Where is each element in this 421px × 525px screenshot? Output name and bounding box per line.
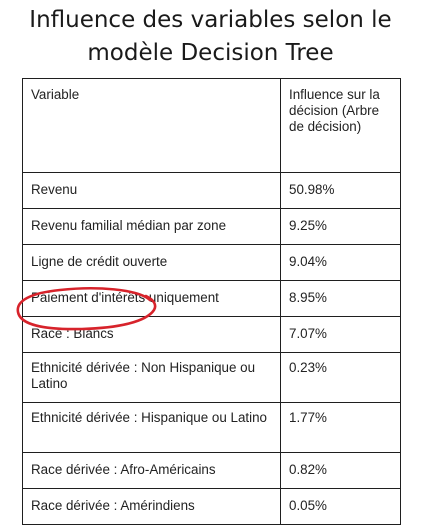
cell-influence: 0.82% (280, 452, 401, 489)
cell-variable: Ethnicité dérivée : Non Hispanique ou La… (22, 352, 281, 403)
cell-influence: 1.77% (280, 402, 401, 453)
table-row: Revenu familial médian par zone 9.25% (22, 208, 401, 245)
influence-table: Variable Influence sur la décision (Arbr… (22, 78, 401, 525)
title-line-2: modèle Decision Tree (87, 40, 334, 66)
table-header-row: Variable Influence sur la décision (Arbr… (22, 78, 401, 173)
cell-influence: 8.95% (280, 280, 401, 317)
cell-influence: 9.04% (280, 244, 401, 281)
cell-variable: Revenu (22, 172, 281, 209)
cell-variable: Revenu familial médian par zone (22, 208, 281, 245)
table-row: Ligne de crédit ouverte 9.04% (22, 244, 401, 281)
cell-influence: 0.23% (280, 352, 401, 403)
page-title: Influence des variables selon le modèle … (0, 4, 421, 70)
cell-variable: Paiement d'intérêts uniquement (22, 280, 281, 317)
table-row-highlighted: Race : Blancs 7.07% (22, 316, 401, 353)
cell-influence: 9.25% (280, 208, 401, 245)
cell-variable: Race dérivée : Amérindiens (22, 488, 281, 525)
cell-variable: Race dérivée : Afro-Américains (22, 452, 281, 489)
table-row: Race dérivée : Amérindiens 0.05% (22, 488, 401, 525)
cell-influence: 50.98% (280, 172, 401, 209)
cell-variable: Ethnicité dérivée : Hispanique ou Latino (22, 402, 281, 453)
table-row: Revenu 50.98% (22, 172, 401, 209)
table-row: Race dérivée : Afro-Américains 0.82% (22, 452, 401, 489)
table-row: Ethnicité dérivée : Non Hispanique ou La… (22, 352, 401, 403)
cell-influence: 0.05% (280, 488, 401, 525)
header-variable: Variable (22, 78, 281, 173)
cell-variable: Race : Blancs (22, 316, 281, 353)
cell-influence: 7.07% (280, 316, 401, 353)
title-line-1: Influence des variables selon le (29, 7, 392, 33)
table-row: Paiement d'intérêts uniquement 8.95% (22, 280, 401, 317)
table-row: Ethnicité dérivée : Hispanique ou Latino… (22, 402, 401, 453)
cell-variable: Ligne de crédit ouverte (22, 244, 281, 281)
header-influence: Influence sur la décision (Arbre de déci… (280, 78, 401, 173)
